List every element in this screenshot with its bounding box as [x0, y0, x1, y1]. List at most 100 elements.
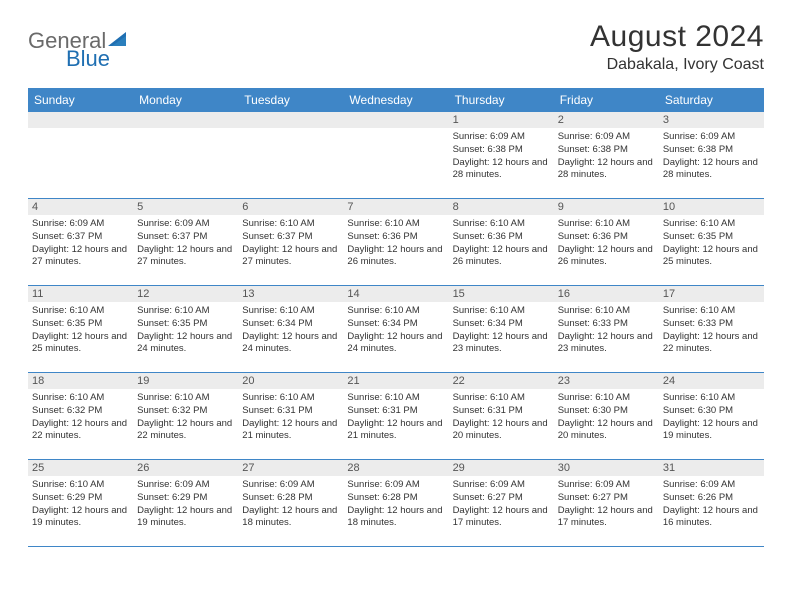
- day-info: Sunrise: 6:09 AMSunset: 6:38 PMDaylight:…: [558, 131, 655, 182]
- calendar: SundayMondayTuesdayWednesdayThursdayFrid…: [28, 88, 764, 547]
- day-info: Sunrise: 6:10 AMSunset: 6:30 PMDaylight:…: [663, 392, 760, 443]
- day-number: 2: [554, 112, 659, 128]
- day-header-cell: Friday: [554, 88, 659, 112]
- calendar-cell: [238, 112, 343, 198]
- calendar-cell: 3 Sunrise: 6:09 AMSunset: 6:38 PMDaylight…: [659, 112, 764, 198]
- day-header-cell: Sunday: [28, 88, 133, 112]
- day-number: 31: [659, 460, 764, 476]
- day-info: Sunrise: 6:10 AMSunset: 6:35 PMDaylight:…: [137, 305, 234, 356]
- day-number: [343, 112, 448, 128]
- day-info: Sunrise: 6:10 AMSunset: 6:36 PMDaylight:…: [453, 218, 550, 269]
- day-info: Sunrise: 6:10 AMSunset: 6:34 PMDaylight:…: [242, 305, 339, 356]
- calendar-cell: 30 Sunrise: 6:09 AMSunset: 6:27 PMDayligh…: [554, 460, 659, 546]
- day-header-cell: Thursday: [449, 88, 554, 112]
- day-info: Sunrise: 6:10 AMSunset: 6:32 PMDaylight:…: [32, 392, 129, 443]
- day-number: 26: [133, 460, 238, 476]
- calendar-cell: 10 Sunrise: 6:10 AMSunset: 6:35 PMDayligh…: [659, 199, 764, 285]
- day-info: Sunrise: 6:09 AMSunset: 6:28 PMDaylight:…: [347, 479, 444, 530]
- day-number: 21: [343, 373, 448, 389]
- calendar-cell: 8Sunrise: 6:10 AMSunset: 6:36 PMDaylight…: [449, 199, 554, 285]
- day-info: Sunrise: 6:09 AMSunset: 6:28 PMDaylight:…: [242, 479, 339, 530]
- day-number: 16: [554, 286, 659, 302]
- day-number: [28, 112, 133, 128]
- day-header-cell: Wednesday: [343, 88, 448, 112]
- day-number: 5: [133, 199, 238, 215]
- calendar-week: 4Sunrise: 6:09 AMSunset: 6:37 PMDaylight…: [28, 199, 764, 286]
- day-number: 22: [449, 373, 554, 389]
- calendar-cell: 22Sunrise: 6:10 AMSunset: 6:31 PMDayligh…: [449, 373, 554, 459]
- day-info: Sunrise: 6:09 AMSunset: 6:37 PMDaylight:…: [137, 218, 234, 269]
- calendar-cell: 6Sunrise: 6:10 AMSunset: 6:37 PMDaylight…: [238, 199, 343, 285]
- logo-text-blue: Blue: [66, 46, 110, 71]
- day-number: 19: [133, 373, 238, 389]
- day-number: 6: [238, 199, 343, 215]
- day-info: Sunrise: 6:10 AMSunset: 6:36 PMDaylight:…: [558, 218, 655, 269]
- day-number: 3: [659, 112, 764, 128]
- day-number: 7: [343, 199, 448, 215]
- calendar-cell: 12Sunrise: 6:10 AMSunset: 6:35 PMDayligh…: [133, 286, 238, 372]
- day-number: 28: [343, 460, 448, 476]
- calendar-cell: 2 Sunrise: 6:09 AMSunset: 6:38 PMDaylight…: [554, 112, 659, 198]
- day-number: 4: [28, 199, 133, 215]
- day-number: 15: [449, 286, 554, 302]
- calendar-weeks: 1Sunrise: 6:09 AMSunset: 6:38 PMDaylight…: [28, 112, 764, 547]
- day-number: 9: [554, 199, 659, 215]
- calendar-cell: 25Sunrise: 6:10 AMSunset: 6:29 PMDayligh…: [28, 460, 133, 546]
- day-number: 30: [554, 460, 659, 476]
- calendar-cell: 29 Sunrise: 6:09 AMSunset: 6:27 PMDayligh…: [449, 460, 554, 546]
- month-title: August 2024: [590, 20, 764, 54]
- day-number: [238, 112, 343, 128]
- day-info: Sunrise: 6:10 AMSunset: 6:31 PMDaylight:…: [347, 392, 444, 443]
- day-number: 27: [238, 460, 343, 476]
- calendar-cell: 15Sunrise: 6:10 AMSunset: 6:34 PMDayligh…: [449, 286, 554, 372]
- day-header-cell: Tuesday: [238, 88, 343, 112]
- calendar-cell: 20Sunrise: 6:10 AMSunset: 6:31 PMDayligh…: [238, 373, 343, 459]
- calendar-cell: 14 Sunrise: 6:10 AMSunset: 6:34 PMDayligh…: [343, 286, 448, 372]
- day-number: 11: [28, 286, 133, 302]
- day-header-cell: Monday: [133, 88, 238, 112]
- calendar-cell: 5 Sunrise: 6:09 AMSunset: 6:37 PMDaylight…: [133, 199, 238, 285]
- day-info: Sunrise: 6:10 AMSunset: 6:31 PMDaylight:…: [242, 392, 339, 443]
- calendar-week: 11Sunrise: 6:10 AMSunset: 6:35 PMDayligh…: [28, 286, 764, 373]
- logo-triangle-icon: [108, 28, 130, 54]
- calendar-cell: 19 Sunrise: 6:10 AMSunset: 6:32 PMDayligh…: [133, 373, 238, 459]
- day-info: Sunrise: 6:10 AMSunset: 6:35 PMDaylight:…: [32, 305, 129, 356]
- calendar-week: 18Sunrise: 6:10 AMSunset: 6:32 PMDayligh…: [28, 373, 764, 460]
- calendar-cell: [28, 112, 133, 198]
- location: Dabakala, Ivory Coast: [590, 56, 764, 74]
- day-number: 24: [659, 373, 764, 389]
- day-info: Sunrise: 6:09 AMSunset: 6:37 PMDaylight:…: [32, 218, 129, 269]
- calendar-cell: 7Sunrise: 6:10 AMSunset: 6:36 PMDaylight…: [343, 199, 448, 285]
- day-number: 29: [449, 460, 554, 476]
- calendar-week: 25Sunrise: 6:10 AMSunset: 6:29 PMDayligh…: [28, 460, 764, 547]
- day-info: Sunrise: 6:09 AMSunset: 6:26 PMDaylight:…: [663, 479, 760, 530]
- day-number: 13: [238, 286, 343, 302]
- day-info: Sunrise: 6:10 AMSunset: 6:34 PMDaylight:…: [347, 305, 444, 356]
- day-info: Sunrise: 6:10 AMSunset: 6:32 PMDaylight:…: [137, 392, 234, 443]
- day-info: Sunrise: 6:09 AMSunset: 6:27 PMDaylight:…: [453, 479, 550, 530]
- day-header-row: SundayMondayTuesdayWednesdayThursdayFrid…: [28, 88, 764, 112]
- day-info: Sunrise: 6:10 AMSunset: 6:35 PMDaylight:…: [663, 218, 760, 269]
- calendar-cell: 16 Sunrise: 6:10 AMSunset: 6:33 PMDayligh…: [554, 286, 659, 372]
- day-info: Sunrise: 6:10 AMSunset: 6:33 PMDaylight:…: [663, 305, 760, 356]
- calendar-cell: 28 Sunrise: 6:09 AMSunset: 6:28 PMDayligh…: [343, 460, 448, 546]
- calendar-cell: 18 Sunrise: 6:10 AMSunset: 6:32 PMDayligh…: [28, 373, 133, 459]
- day-number: 10: [659, 199, 764, 215]
- calendar-cell: 24 Sunrise: 6:10 AMSunset: 6:30 PMDayligh…: [659, 373, 764, 459]
- calendar-cell: 11 Sunrise: 6:10 AMSunset: 6:35 PMDayligh…: [28, 286, 133, 372]
- calendar-cell: 9 Sunrise: 6:10 AMSunset: 6:36 PMDaylight…: [554, 199, 659, 285]
- day-number: 1: [449, 112, 554, 128]
- day-info: Sunrise: 6:10 AMSunset: 6:33 PMDaylight:…: [558, 305, 655, 356]
- day-info: Sunrise: 6:10 AMSunset: 6:29 PMDaylight:…: [32, 479, 129, 530]
- day-info: Sunrise: 6:09 AMSunset: 6:27 PMDaylight:…: [558, 479, 655, 530]
- title-block: August 2024 Dabakala, Ivory Coast: [590, 20, 764, 74]
- calendar-cell: 31 Sunrise: 6:09 AMSunset: 6:26 PMDayligh…: [659, 460, 764, 546]
- calendar-cell: 21 Sunrise: 6:10 AMSunset: 6:31 PMDayligh…: [343, 373, 448, 459]
- calendar-week: 1Sunrise: 6:09 AMSunset: 6:38 PMDaylight…: [28, 112, 764, 199]
- day-number: 14: [343, 286, 448, 302]
- day-info: Sunrise: 6:09 AMSunset: 6:38 PMDaylight:…: [663, 131, 760, 182]
- day-info: Sunrise: 6:09 AMSunset: 6:29 PMDaylight:…: [137, 479, 234, 530]
- day-number: 18: [28, 373, 133, 389]
- calendar-cell: 26 Sunrise: 6:09 AMSunset: 6:29 PMDayligh…: [133, 460, 238, 546]
- calendar-cell: 4 Sunrise: 6:09 AMSunset: 6:37 PMDaylight…: [28, 199, 133, 285]
